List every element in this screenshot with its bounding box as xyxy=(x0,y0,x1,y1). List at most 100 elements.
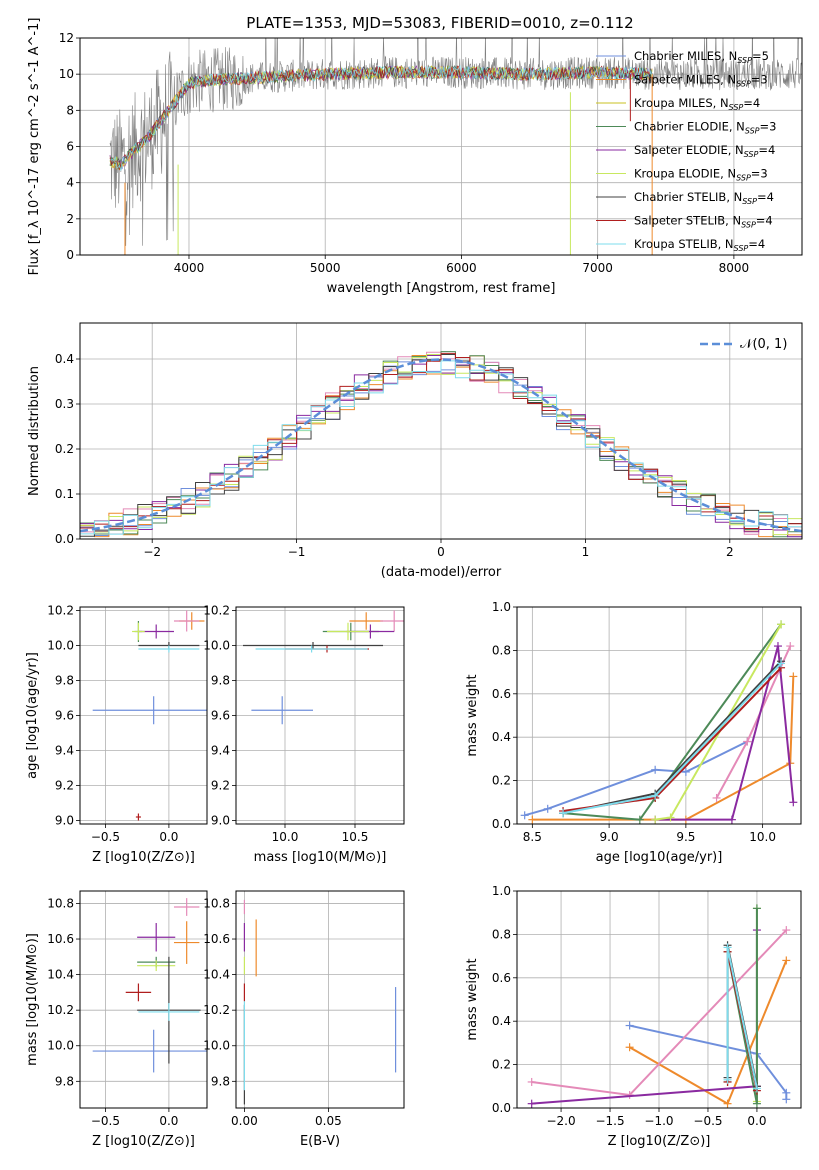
x-tick-label: 9.5 xyxy=(676,830,695,844)
axes-frame xyxy=(235,890,405,1109)
legend-nssp: =3 xyxy=(751,167,768,181)
legend-nssp: =5 xyxy=(752,49,769,63)
weight-series-chabrier-miles xyxy=(625,1021,791,1104)
axes-frame xyxy=(235,606,405,825)
y-tick-label: 9.4 xyxy=(55,744,74,758)
x-tick-label: 9.0 xyxy=(600,830,619,844)
y-tick-label: 9.8 xyxy=(55,1074,74,1088)
legend-subscript: SSP xyxy=(744,150,759,159)
plot-area xyxy=(527,904,791,1108)
x-tick-label: 8.5 xyxy=(523,830,542,844)
y-tick-label: 0.1 xyxy=(55,487,74,501)
axes: 0.00 0.05 9.8 10.0 10.2 10.4 10.6 10.8 xyxy=(203,896,341,1128)
y-axis-label: Normed distribution xyxy=(27,366,42,496)
y-tick-label: 9.8 xyxy=(55,674,74,688)
y-tick-label: 0.2 xyxy=(492,1058,511,1072)
x-tick-label: 0 xyxy=(437,545,445,559)
x-tick-label: 10.0 xyxy=(272,830,299,844)
y-tick-label: 4 xyxy=(66,176,74,190)
weight-series-pink xyxy=(712,642,795,802)
plot-area xyxy=(243,610,404,725)
error-bar-kroupa-stelib xyxy=(138,1003,200,1021)
x-axis-label: Z [log10(Z/Z⊙)] xyxy=(92,850,195,865)
x-tick-label: −1.0 xyxy=(644,1114,673,1128)
axes: 8.5 9.0 9.5 10.0 0.0 0.2 0.4 0.6 0.8 1.0 xyxy=(492,600,776,844)
legend-subscript: SSP xyxy=(742,197,757,206)
plot-area xyxy=(243,899,397,1105)
y-tick-label: 0.0 xyxy=(492,817,511,831)
legend-label: Kroupa ELODIE, NSSP=3 xyxy=(634,167,768,183)
error-bar-kroupa-stelib xyxy=(255,645,368,653)
y-tick-label: 10.2 xyxy=(203,604,230,618)
axes: 4000 5000 6000 7000 8000 0 2 4 6 8 10 12 xyxy=(59,31,749,275)
x-tick-label: 4000 xyxy=(174,261,205,275)
legend-nssp: =4 xyxy=(757,190,774,204)
y-tick-label: 10.8 xyxy=(203,896,230,910)
y-tick-label: 0.3 xyxy=(55,397,74,411)
x-tick-label: 0.0 xyxy=(159,1114,178,1128)
legend-label: Salpeter STELIB, NSSP=4 xyxy=(634,214,773,230)
plot-area xyxy=(520,620,798,824)
model-spectrum-salpeter-stelib xyxy=(109,65,653,171)
weight-vs-metallicity-panel: −2.0 −1.5 −1.0 −0.5 0.0 0.0 0.2 0.4 0.6 0.8 1.0 Z [… xyxy=(465,884,802,1149)
axes-frame xyxy=(79,322,803,540)
residuals-panel: −2 −1 0 1 2 0.0 0.1 0.2 0.3 0.4 (data-model)/error… xyxy=(27,322,803,580)
legend-label: Chabrier ELODIE, NSSP=3 xyxy=(634,120,776,136)
histogram-kroupa-stelib xyxy=(80,360,802,535)
x-tick-label: −0.5 xyxy=(91,1114,120,1128)
weight-series-kroupa-elodie xyxy=(651,620,786,824)
error-bar-kroupa-elodie xyxy=(132,622,145,641)
weight-series-salpeter-miles xyxy=(625,956,791,1108)
legend-subscript: SSP xyxy=(736,80,751,89)
legend-subscript: SSP xyxy=(729,103,744,112)
legend-nssp: =4 xyxy=(748,237,765,251)
error-bar-chabrier-stelib xyxy=(243,642,383,649)
y-tick-label: 0.0 xyxy=(55,532,74,546)
x-tick-label: 5000 xyxy=(310,261,341,275)
x-tick-label: −2 xyxy=(143,545,161,559)
x-tick-label: 6000 xyxy=(446,261,477,275)
y-tick-label: 2 xyxy=(66,212,74,226)
y-tick-label: 0.8 xyxy=(492,927,511,941)
error-bar-pink xyxy=(173,898,200,916)
y-tick-label: 10.4 xyxy=(47,968,74,982)
legend-label: Kroupa STELIB, NSSP=4 xyxy=(634,237,765,253)
x-tick-label: 8000 xyxy=(719,261,750,275)
x-tick-label: 1 xyxy=(582,545,590,559)
weight-series-kroupa-stelib xyxy=(559,659,786,818)
error-bar-salpeter-stelib xyxy=(125,983,152,1002)
y-tick-label: 9.2 xyxy=(211,779,230,793)
y-tick-label: 0 xyxy=(66,248,74,262)
legend-subscript: SSP xyxy=(736,174,751,183)
y-tick-label: 9.6 xyxy=(55,709,74,723)
legend-label: Salpeter MILES, NSSP=3 xyxy=(634,73,768,89)
error-bar-salpeter-stelib xyxy=(135,813,141,821)
x-axis-label: (data-model)/error xyxy=(381,565,502,580)
y-tick-label: 10.4 xyxy=(203,968,230,982)
y-tick-label: 9.2 xyxy=(55,779,74,793)
legend-nssp: =4 xyxy=(756,214,773,228)
residual-legend: 𝒩(0, 1) xyxy=(700,337,787,352)
weight-vs-age-panel: 8.5 9.0 9.5 10.0 0.0 0.2 0.4 0.6 0.8 1.0 age [log1… xyxy=(465,600,802,865)
x-tick-label: 0.0 xyxy=(747,1114,766,1128)
y-tick-label: 9.6 xyxy=(211,709,230,723)
y-tick-label: 0.4 xyxy=(492,730,511,744)
x-tick-label: −0.5 xyxy=(693,1114,722,1128)
error-bar-salpeter-miles xyxy=(349,612,383,630)
legend-label: Chabrier MILES, NSSP=5 xyxy=(634,49,769,65)
y-tick-label: 1.0 xyxy=(492,600,511,614)
legend-subscript: SSP xyxy=(741,221,756,230)
error-bar-chabrier-miles xyxy=(92,1029,207,1073)
y-tick-label: 10.0 xyxy=(203,1039,230,1053)
age-vs-metallicity-panel: −0.5 0.0 9.0 9.2 9.4 9.6 9.8 10.0 10.2 Z [log10(Z… xyxy=(25,604,208,865)
x-tick-label: −1 xyxy=(288,545,306,559)
y-tick-label: 10.0 xyxy=(47,639,74,653)
y-tick-label: 8 xyxy=(66,103,74,117)
panels: 4000 5000 6000 7000 8000024681012wavelength … xyxy=(25,18,803,1149)
y-tick-label: 6 xyxy=(66,140,74,154)
error-bar-chabrier-miles xyxy=(251,696,313,725)
weight-series-kroupa-stelib xyxy=(723,943,761,1093)
legend-nssp: =3 xyxy=(760,120,777,134)
legend-label: Salpeter ELODIE, NSSP=4 xyxy=(634,143,775,159)
